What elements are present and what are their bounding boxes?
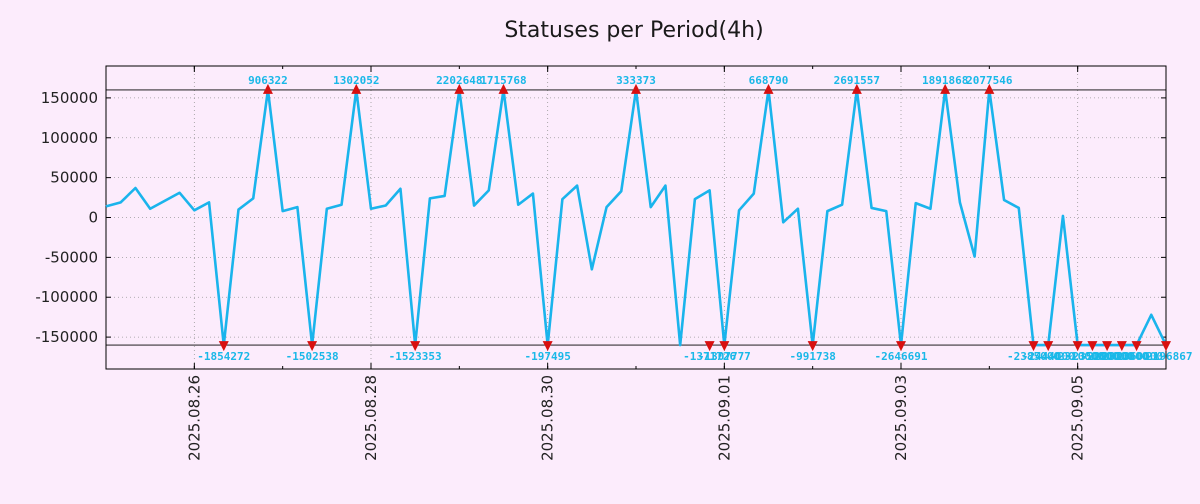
clip-marker-up [851, 83, 862, 94]
clip-marker-up [631, 83, 641, 94]
clip-value-label: -2310000 [1051, 350, 1104, 363]
clip-value-label: -197495 [524, 350, 570, 363]
clip-value-label: 2691557 [834, 74, 880, 87]
clip-value-label: -1502538 [286, 350, 339, 363]
clip-marker-down [1043, 341, 1054, 352]
clip-value-label: -1371726 [683, 350, 736, 363]
clip-marker-down [218, 341, 229, 352]
clip-value-label: -991738 [789, 350, 835, 363]
y-tick-label: 0 [88, 209, 98, 227]
x-tick-label: 2025.08.26 [185, 375, 203, 461]
clip-marker-up [940, 83, 951, 94]
x-tick-label: 2025.09.05 [1069, 375, 1087, 461]
y-tick-label: -150000 [35, 328, 98, 346]
label-layer: -1854272 906322 -1502538 1302052 -1523353 220… [197, 74, 1192, 363]
clip-marker-down [307, 341, 318, 352]
clip-marker-down [1161, 341, 1171, 352]
clip-value-label: 668790 [749, 74, 789, 87]
clip-value-label: 2077546 [966, 74, 1013, 87]
y-tick-label: 50000 [50, 169, 98, 187]
y-tick-label: 150000 [41, 89, 98, 107]
clip-marker-down [1072, 341, 1083, 352]
x-tick-label: 2025.08.30 [539, 375, 557, 461]
clip-value-label: -2290000 [1081, 350, 1134, 363]
clip-marker-down [1102, 341, 1113, 352]
clip-value-label: 1891868 [922, 74, 968, 87]
x-tick-label: 2025.09.01 [715, 375, 733, 461]
clip-marker-down [896, 341, 906, 352]
clip-value-label: -1523353 [389, 350, 442, 363]
x-tick-label: 2025.08.28 [362, 375, 380, 461]
clip-marker-up [498, 83, 509, 94]
clip-value-label: -1307777 [698, 350, 751, 363]
clip-value-label: 1715768 [480, 74, 526, 87]
clip-value-label: 333373 [616, 74, 656, 87]
clip-marker-down [542, 341, 553, 352]
clip-marker-down [410, 341, 421, 352]
clip-marker-down [1087, 341, 1098, 352]
clip-marker-down [1116, 341, 1127, 352]
x-tick-label: 2025.09.03 [892, 375, 910, 461]
clip-value-label: 1302052 [333, 74, 379, 87]
marker-layer [218, 83, 1171, 352]
clip-marker-down [807, 341, 818, 352]
grid-layer [106, 66, 1166, 369]
clip-value-label: -2646691 [875, 350, 928, 363]
clip-marker-up [262, 83, 273, 94]
clip-marker-down [1131, 341, 1142, 352]
clip-value-label: -2360000 [1110, 350, 1163, 363]
clip-marker-up [763, 83, 774, 94]
clip-marker-down [1028, 341, 1039, 352]
clip-value-label: -2330000 [1095, 350, 1148, 363]
clip-value-label: -2196867 [1140, 350, 1193, 363]
clip-value-label: 2202648 [436, 74, 482, 87]
y-tick-label: -100000 [35, 288, 98, 306]
clip-value-label: -1854272 [197, 350, 250, 363]
y-tick-label: 100000 [41, 129, 98, 147]
clip-value-label: 906322 [248, 74, 288, 87]
clip-marker-down [704, 341, 715, 352]
clip-marker-up [454, 83, 465, 94]
clip-marker-up [984, 83, 995, 94]
axis-layer: 150000 100000 50000 0 -50000 -100000 -150000 20… [35, 65, 1167, 461]
clip-marker-up [351, 83, 362, 94]
clip-value-label: -2444000 [1022, 350, 1075, 363]
chart-title: Statuses per Period(4h) [504, 18, 763, 43]
y-tick-label: -50000 [45, 248, 98, 266]
clip-value-label: -2385000 [1007, 350, 1060, 363]
clip-marker-down [719, 341, 730, 352]
clip-value-label: -2350000 [1066, 350, 1119, 363]
